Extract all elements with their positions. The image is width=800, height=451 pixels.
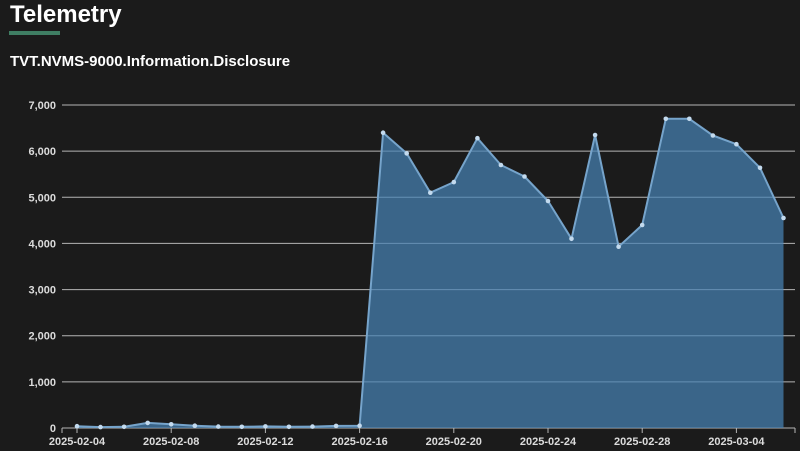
y-axis-label: 0	[50, 423, 56, 435]
data-point-marker	[74, 423, 80, 429]
x-axis-label: 2025-02-20	[426, 436, 482, 448]
area-fill	[77, 118, 784, 429]
data-point-marker	[781, 215, 786, 221]
data-point-marker	[357, 423, 362, 429]
data-point-marker	[333, 423, 339, 429]
page-title: Telemetry	[10, 1, 122, 28]
data-point-marker	[616, 244, 621, 249]
data-point-marker	[498, 162, 504, 168]
data-point-marker	[639, 222, 645, 228]
data-point-marker	[522, 174, 527, 179]
data-point-marker	[404, 151, 410, 156]
data-point-marker	[734, 141, 739, 147]
y-axis-label: 3,000	[28, 285, 56, 297]
x-axis-label: 2025-02-16	[331, 436, 387, 448]
data-point-marker	[687, 116, 692, 122]
data-point-marker	[663, 116, 669, 122]
y-axis-label: 1,000	[28, 377, 56, 389]
y-axis-label: 4,000	[28, 238, 56, 250]
data-point-marker	[451, 179, 457, 185]
data-point-marker	[286, 424, 292, 430]
data-point-marker	[239, 424, 245, 430]
y-axis-label: 6,000	[28, 146, 56, 158]
y-axis-label: 7,000	[28, 100, 56, 112]
title-underline	[9, 31, 60, 35]
data-point-marker	[168, 422, 174, 427]
data-point-marker	[428, 190, 433, 195]
data-point-marker	[98, 424, 103, 430]
x-axis-label: 2025-02-04	[49, 436, 106, 448]
data-point-marker	[475, 135, 480, 141]
x-axis-label: 2025-02-28	[614, 436, 670, 448]
x-axis-label: 2025-03-04	[708, 436, 765, 448]
data-point-marker	[592, 132, 598, 138]
data-point-marker	[545, 198, 551, 204]
data-point-marker	[310, 424, 315, 429]
x-axis-label: 2025-02-24	[520, 436, 577, 448]
data-point-marker	[216, 424, 221, 429]
y-axis-label: 2,000	[28, 331, 56, 343]
x-axis-label: 2025-02-08	[143, 436, 199, 448]
data-point-marker	[192, 423, 198, 429]
telemetry-area-chart: 0 1,000 2,000 3,000 4,000 5,000 6,000 7,000 2025…	[28, 100, 796, 448]
data-point-marker	[121, 424, 127, 430]
data-point-marker	[263, 424, 268, 429]
y-axis-label: 5,000	[28, 192, 56, 204]
data-point-marker	[757, 165, 763, 171]
data-point-marker	[380, 130, 386, 135]
data-point-marker	[145, 420, 150, 426]
data-point-marker	[569, 236, 574, 242]
x-axis-label: 2025-02-12	[237, 436, 293, 448]
data-point-marker	[710, 133, 716, 138]
chart-title: TVT.NVMS-9000.Information.Disclosure	[10, 53, 291, 70]
